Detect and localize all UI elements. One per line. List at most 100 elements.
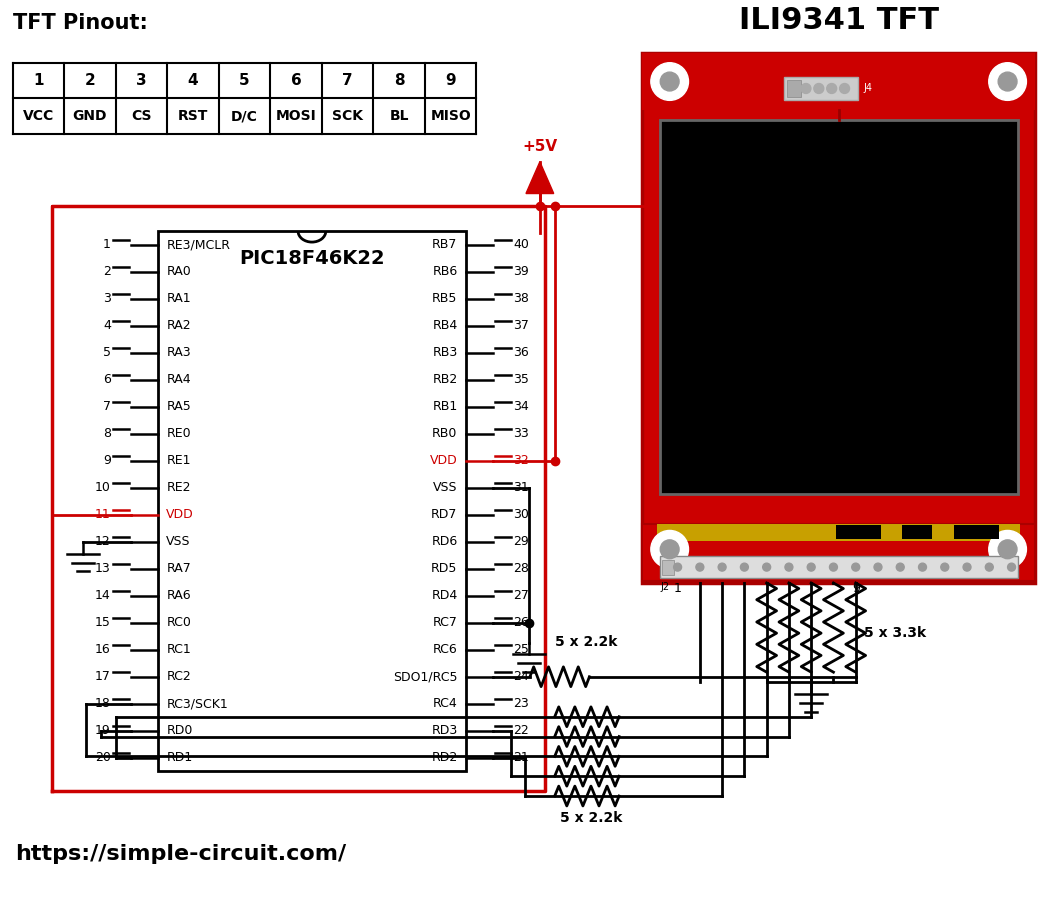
Polygon shape bbox=[526, 162, 553, 194]
Circle shape bbox=[988, 63, 1026, 100]
Text: 20: 20 bbox=[95, 751, 111, 764]
Circle shape bbox=[651, 63, 689, 100]
Text: 3: 3 bbox=[103, 292, 111, 305]
Text: 29: 29 bbox=[514, 535, 529, 548]
Circle shape bbox=[918, 564, 926, 571]
Text: GND: GND bbox=[72, 109, 107, 124]
Text: 26: 26 bbox=[514, 616, 529, 629]
Text: 33: 33 bbox=[514, 427, 529, 440]
Text: RA3: RA3 bbox=[167, 346, 191, 359]
Text: RB5: RB5 bbox=[432, 292, 458, 305]
Text: 13: 13 bbox=[95, 563, 111, 575]
Text: 4: 4 bbox=[188, 73, 198, 88]
Text: RD7: RD7 bbox=[431, 508, 458, 521]
Text: 14: 14 bbox=[95, 589, 111, 603]
Circle shape bbox=[674, 564, 681, 571]
Text: 28: 28 bbox=[514, 563, 529, 575]
Circle shape bbox=[829, 564, 837, 571]
Text: MOSI: MOSI bbox=[276, 109, 316, 124]
Text: VSS: VSS bbox=[167, 535, 191, 548]
Circle shape bbox=[801, 84, 811, 94]
Text: 5 x 2.2k: 5 x 2.2k bbox=[554, 635, 617, 649]
Bar bbox=[642, 53, 1035, 583]
Text: RC3/SCK1: RC3/SCK1 bbox=[167, 697, 228, 710]
Text: MISO: MISO bbox=[431, 109, 471, 124]
Circle shape bbox=[741, 564, 748, 571]
Text: 7: 7 bbox=[103, 400, 111, 414]
Text: RC6: RC6 bbox=[433, 644, 458, 656]
Bar bbox=[158, 231, 465, 771]
Circle shape bbox=[1007, 564, 1016, 571]
Text: 21: 21 bbox=[514, 751, 529, 764]
Text: RE3/MCLR: RE3/MCLR bbox=[167, 238, 231, 251]
Text: RC7: RC7 bbox=[433, 616, 458, 629]
Text: 6: 6 bbox=[290, 73, 302, 88]
Circle shape bbox=[998, 540, 1017, 559]
Circle shape bbox=[874, 564, 882, 571]
Text: +5V: +5V bbox=[522, 139, 558, 154]
Text: RD5: RD5 bbox=[431, 563, 458, 575]
Text: TFT Pinout:: TFT Pinout: bbox=[13, 13, 148, 33]
Circle shape bbox=[696, 564, 704, 571]
Text: 37: 37 bbox=[514, 319, 529, 332]
Circle shape bbox=[651, 531, 689, 568]
Text: 5: 5 bbox=[239, 73, 249, 88]
Text: 25: 25 bbox=[514, 644, 529, 656]
Text: RA4: RA4 bbox=[167, 374, 191, 386]
Text: RB1: RB1 bbox=[433, 400, 458, 414]
Text: RA6: RA6 bbox=[167, 589, 191, 603]
Circle shape bbox=[985, 564, 994, 571]
Text: 10: 10 bbox=[95, 481, 111, 494]
Text: 22: 22 bbox=[514, 724, 529, 737]
Circle shape bbox=[852, 564, 859, 571]
Text: VDD: VDD bbox=[430, 454, 458, 467]
Text: RB2: RB2 bbox=[433, 374, 458, 386]
Circle shape bbox=[963, 564, 971, 571]
Text: 31: 31 bbox=[514, 481, 529, 494]
Bar bbox=[784, 76, 858, 100]
Circle shape bbox=[785, 564, 793, 571]
Text: 1: 1 bbox=[34, 73, 44, 88]
Circle shape bbox=[814, 84, 824, 94]
Bar bbox=[657, 524, 1021, 542]
Text: 30: 30 bbox=[514, 508, 529, 521]
Circle shape bbox=[998, 72, 1017, 91]
Bar bbox=[836, 525, 880, 539]
Text: RD3: RD3 bbox=[432, 724, 458, 737]
Text: 36: 36 bbox=[514, 346, 529, 359]
Text: 3: 3 bbox=[136, 73, 147, 88]
Text: PIC18F46K22: PIC18F46K22 bbox=[239, 249, 385, 268]
Circle shape bbox=[988, 531, 1026, 568]
Text: 32: 32 bbox=[514, 454, 529, 467]
Circle shape bbox=[941, 564, 948, 571]
Circle shape bbox=[896, 564, 904, 571]
Text: 15: 15 bbox=[95, 616, 111, 629]
Bar bbox=[642, 524, 1035, 581]
Text: RA1: RA1 bbox=[167, 292, 191, 305]
Circle shape bbox=[763, 564, 770, 571]
Bar bbox=[787, 80, 801, 97]
Text: 1: 1 bbox=[103, 238, 111, 251]
Text: RD2: RD2 bbox=[432, 751, 458, 764]
Circle shape bbox=[660, 540, 679, 559]
Text: 18: 18 bbox=[95, 697, 111, 710]
Text: 1: 1 bbox=[674, 582, 681, 595]
Text: 5 x 2.2k: 5 x 2.2k bbox=[560, 811, 623, 824]
Text: RC1: RC1 bbox=[167, 644, 191, 656]
Text: 9: 9 bbox=[445, 73, 456, 88]
Text: 5: 5 bbox=[103, 346, 111, 359]
Text: 19: 19 bbox=[95, 724, 111, 737]
Text: RE1: RE1 bbox=[167, 454, 191, 467]
Text: RA7: RA7 bbox=[167, 563, 191, 575]
Text: J4: J4 bbox=[864, 84, 872, 94]
Text: https://simple-circuit.com/: https://simple-circuit.com/ bbox=[15, 844, 346, 864]
Text: VDD: VDD bbox=[167, 508, 194, 521]
Text: RD0: RD0 bbox=[167, 724, 193, 737]
Text: VCC: VCC bbox=[23, 109, 54, 124]
Text: RC0: RC0 bbox=[167, 616, 191, 629]
Bar bbox=[661, 560, 674, 575]
Text: 5 x 3.3k: 5 x 3.3k bbox=[864, 625, 925, 640]
Circle shape bbox=[807, 564, 815, 571]
Text: RE0: RE0 bbox=[167, 427, 191, 440]
Text: RST: RST bbox=[178, 109, 209, 124]
